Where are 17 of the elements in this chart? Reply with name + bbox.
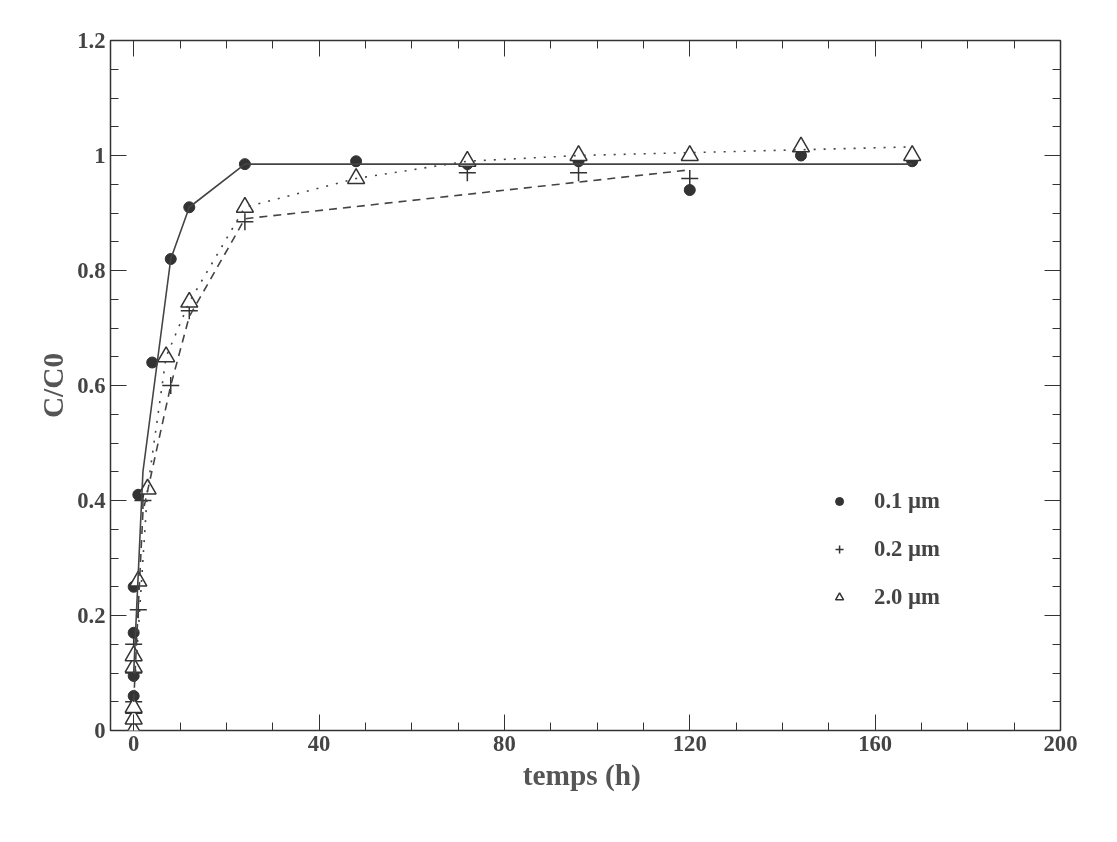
y-tick-label: 0.8: [77, 258, 106, 283]
legend-label: 2.0 µm: [874, 584, 940, 610]
y-tick-label: 1.2: [77, 28, 106, 53]
x-tick-label: 80: [493, 730, 516, 756]
x-tick-label: 40: [307, 730, 331, 756]
x-tick-label: 200: [1043, 730, 1078, 756]
legend-label: 0.2 µm: [874, 536, 940, 562]
y-axis-title: C/C0: [37, 352, 70, 419]
x-tick-label: 160: [858, 730, 893, 756]
legend-label: 0.1 µm: [874, 488, 940, 514]
x-axis-title: temps (h): [522, 758, 641, 792]
y-tick-label: 0.6: [77, 373, 106, 398]
y-tick-label: 1: [94, 143, 106, 168]
x-tick-label: 120: [672, 730, 707, 756]
x-tick-label: 0: [128, 730, 140, 756]
y-tick-label: 0.4: [77, 488, 106, 513]
y-tick-label: 0.2: [77, 603, 106, 628]
